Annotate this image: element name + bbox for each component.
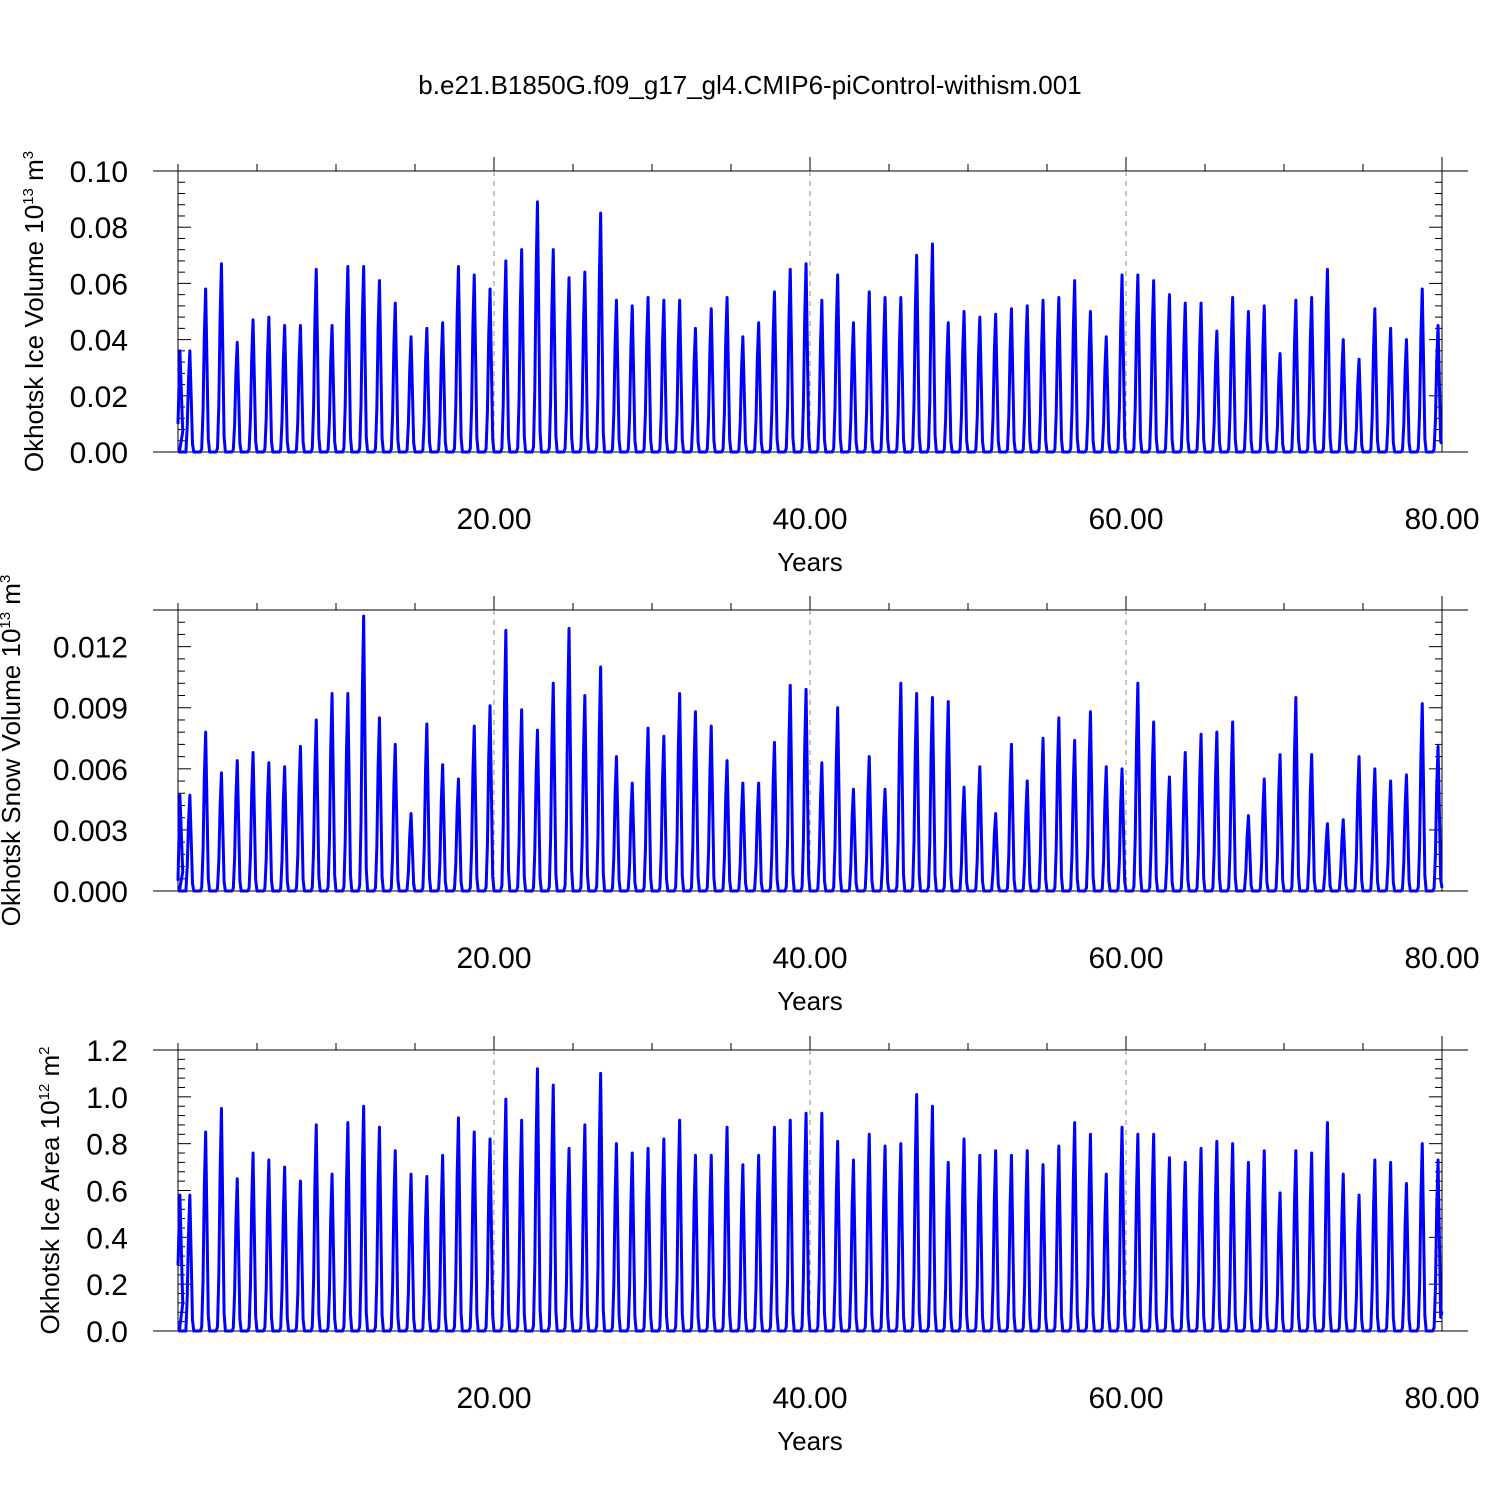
y-tick-label: 0.006: [53, 754, 128, 787]
series-line-ice-volume: [176, 200, 1444, 454]
x-tick-label: 40.00: [772, 1382, 847, 1415]
y-tick-label: 0.6: [86, 1176, 128, 1209]
y-tick-label: 0.8: [86, 1129, 128, 1162]
x-tick-label: 20.00: [456, 942, 531, 975]
series-line-snow-volume: [176, 614, 1444, 893]
x-tick-label: 20.00: [456, 1382, 531, 1415]
x-tick-label: 80.00: [1404, 942, 1479, 975]
y-tick-label: 0.2: [86, 1269, 128, 1302]
x-tick-label: 40.00: [772, 942, 847, 975]
y-tick-label: 0.02: [70, 381, 128, 414]
x-axis-label: Years: [777, 986, 843, 1016]
y-axis-label: Okhotsk Ice Volume 1013 m3: [19, 151, 49, 472]
y-axis-label: Okhotsk Snow Volume 1013 m3: [0, 575, 26, 927]
x-tick-label: 60.00: [1088, 942, 1163, 975]
panel-snow-volume: 0.000 0.003 0.006 0.009 0.012 20.00 40.00 60.00…: [0, 575, 1480, 1016]
y-tick-label: 0.003: [53, 815, 128, 848]
figure-title: b.e21.B1850G.f09_g17_gl4.CMIP6-piControl…: [418, 70, 1081, 100]
y-tick-label: 0.08: [70, 212, 128, 245]
y-tick-label: 0.0: [86, 1316, 128, 1349]
y-tick-label: 1.2: [86, 1035, 128, 1068]
x-tick-label: 60.00: [1088, 1382, 1163, 1415]
y-tick-label: 0.00: [70, 437, 128, 470]
y-tick-label: 0.10: [70, 156, 128, 189]
panels-container: 0.00 0.02 0.04 0.06 0.08 0.10 20.00 40.00 60.00 8…: [0, 151, 1480, 1456]
panel-ice-area: 0.0 0.2 0.4 0.6 0.8 1.0 1.2 20.00 40.00 60.00 80.0…: [35, 1035, 1480, 1456]
series-line-ice-area: [176, 1067, 1444, 1333]
y-tick-label: 0.06: [70, 268, 128, 301]
x-tick-label: 60.00: [1088, 503, 1163, 536]
x-tick-label: 80.00: [1404, 503, 1479, 536]
y-tick-label: 0.012: [53, 632, 128, 665]
x-tick-label: 20.00: [456, 503, 531, 536]
panel-ice-volume: 0.00 0.02 0.04 0.06 0.08 0.10 20.00 40.00 60.00 8…: [19, 151, 1480, 577]
y-tick-label: 0.009: [53, 693, 128, 726]
y-tick-label: 0.4: [86, 1222, 128, 1255]
x-axis-label: Years: [777, 1426, 843, 1456]
x-tick-label: 80.00: [1404, 1382, 1479, 1415]
y-tick-label: 0.04: [70, 325, 128, 358]
y-tick-label: 0.000: [53, 876, 128, 909]
y-tick-label: 1.0: [86, 1082, 128, 1115]
x-tick-label: 40.00: [772, 503, 847, 536]
x-axis-label: Years: [777, 547, 843, 577]
y-axis-label: Okhotsk Ice Area 1012 m2: [35, 1046, 65, 1334]
